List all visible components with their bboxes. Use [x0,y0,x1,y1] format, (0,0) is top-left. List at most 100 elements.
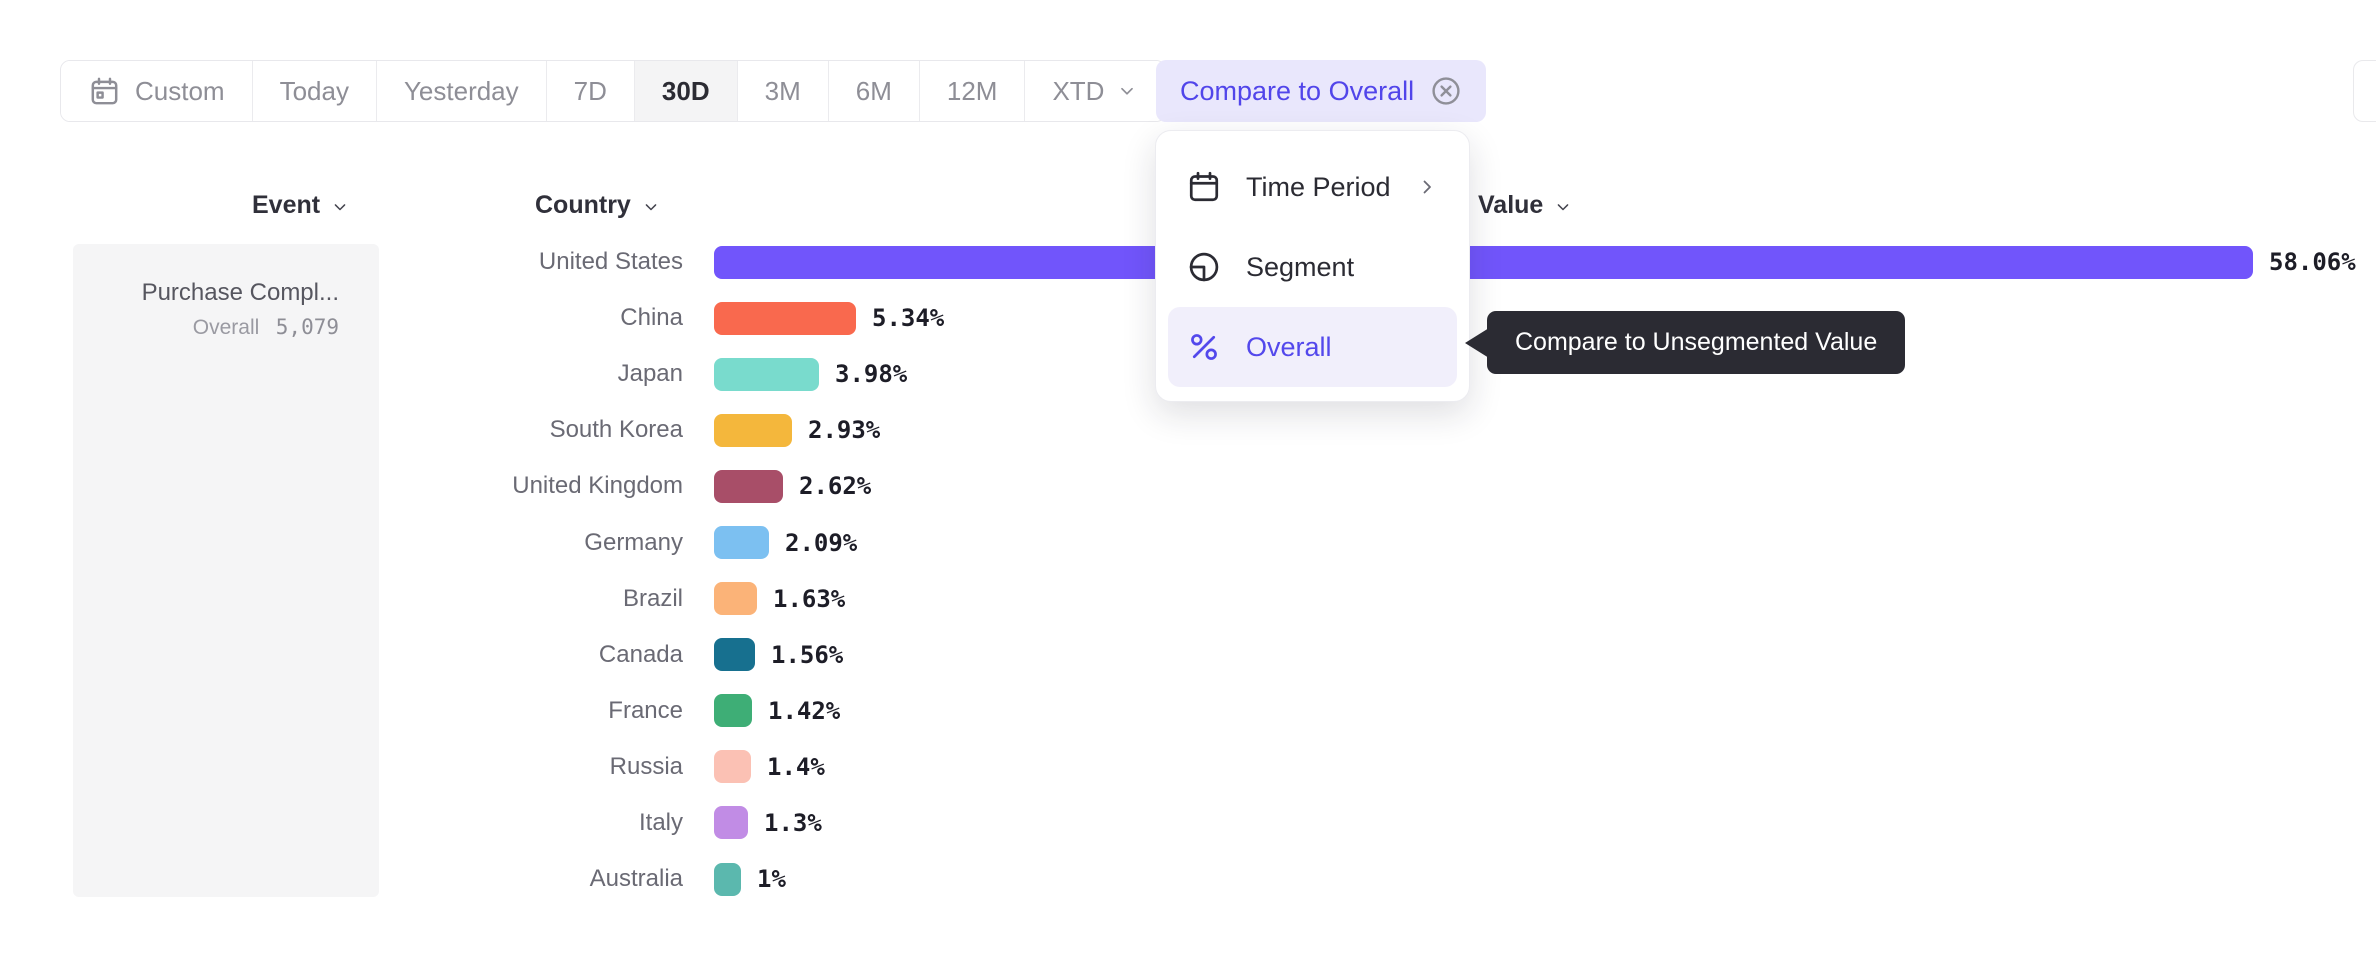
range-button-label: XTD [1052,75,1105,106]
chart-row-south-korea: South Korea 2.93% [400,402,2356,458]
bar-segment[interactable] [714,582,757,616]
range-button-today[interactable]: Today [252,61,377,121]
chart-row-germany: Germany 2.09% [400,514,2356,570]
bar-chart: United States 58.06% China 5.34% Japan 3.98% S… [400,234,2356,907]
range-button-label: 30D [661,75,710,106]
bar-value-label: 2.62% [799,472,872,501]
menu-item-label: Segment [1246,251,1355,282]
bar-segment[interactable] [714,806,748,840]
bar-segment[interactable] [714,469,783,503]
range-button-label: 7D [573,75,607,106]
chart-row-brazil: Brazil 1.63% [400,571,2356,627]
bar-segment[interactable] [714,750,751,784]
bar-category-label: Japan [617,360,683,388]
bar-segment[interactable] [714,694,752,728]
bar-segment[interactable] [714,245,2253,279]
bar-value-label: 1.4% [767,752,825,781]
menu-item-time-period[interactable]: Time Period [1168,147,1457,227]
country-header-label: Country [535,190,631,219]
menu-item-label: Overall [1246,331,1332,362]
bar-category-label: Italy [638,808,683,836]
chart-row-australia: Australia 1% [400,851,2356,907]
compare-to-overall-label: Compare to Overall [1180,75,1415,106]
bar-segment[interactable] [714,301,856,335]
bar-category-label: Canada [598,640,683,668]
range-button-label: Yesterday [403,75,519,106]
bar-category-label: Russia [609,752,683,780]
range-button-label: Custom [135,75,225,106]
calendar-icon [88,75,121,108]
bar-segment[interactable] [714,526,769,560]
bar-category-label: Australia [589,865,683,893]
value-header-label: Value [1478,190,1544,219]
bar-category-label: United Kingdom [512,472,683,500]
menu-item-segment[interactable]: Segment [1168,227,1457,307]
bar-segment[interactable] [714,413,792,447]
bar-value-label: 2.93% [808,416,881,445]
chart-row-france: France 1.42% [400,683,2356,739]
range-button-label: 6M [855,75,892,106]
segment-icon [1186,249,1222,285]
bar-category-label: France [608,696,683,724]
chevron-right-icon [1415,175,1439,199]
range-button-6m[interactable]: 6M [828,61,920,121]
date-range-toolbar: Custom Today Yesterday 7D 30D 3M 6M 12M XTD [60,60,1167,122]
bar-value-label: 1.63% [773,584,846,613]
range-button-12m[interactable]: 12M [919,61,1026,121]
chart-row-china: China 5.34% [400,290,2356,346]
chart-row-united-states: United States 58.06% [400,234,2356,290]
bar-segment[interactable] [714,638,755,672]
chart-row-canada: Canada 1.56% [400,627,2356,683]
compare-dropdown-menu: Time Period Segment Overall [1155,130,1470,402]
range-button-3m[interactable]: 3M [737,61,829,121]
bar-category-label: South Korea [549,416,683,444]
bar-category-label: Brazil [622,584,683,612]
chevron-down-icon [641,197,661,217]
chart-row-united-kingdom: United Kingdom 2.62% [400,458,2356,514]
chart-row-russia: Russia 1.4% [400,739,2356,795]
tooltip: Compare to Unsegmented Value [1487,311,1906,374]
menu-item-label: Time Period [1246,171,1391,202]
event-name: Purchase Compl... [141,279,339,306]
range-button-xtd[interactable]: XTD [1025,61,1166,121]
bar-value-label: 1.3% [764,808,822,837]
range-button-7d[interactable]: 7D [546,61,635,121]
bar-value-label: 58.06% [2269,248,2356,277]
bar-category-label: China [620,304,683,332]
close-circle-icon[interactable] [1430,75,1462,107]
column-header-event[interactable]: Event [252,190,350,220]
bar-category-label: United States [538,248,683,276]
bar-value-label: 3.98% [835,360,908,389]
bar-value-label: 5.34% [872,304,945,333]
percent-icon [1186,329,1222,365]
bar-segment[interactable] [714,862,741,896]
chart-row-japan: Japan 3.98% [400,346,2356,402]
bar-value-label: 1.42% [768,696,841,725]
chevron-down-icon [1116,80,1138,102]
range-button-yesterday[interactable]: Yesterday [376,61,547,121]
event-overall-row: Overall 5,079 [93,314,339,343]
range-button-label: 12M [946,75,998,106]
range-button-label: 3M [764,75,801,106]
clipped-button-fragment[interactable] [2353,60,2376,122]
range-button-label: Today [279,75,349,106]
bar-value-label: 1.56% [771,640,844,669]
range-button-custom[interactable]: Custom [61,61,253,121]
calendar-plain-icon [1186,169,1222,205]
chevron-down-icon [330,197,350,217]
bar-segment[interactable] [714,357,819,391]
bar-value-label: 2.09% [785,528,858,557]
column-header-country[interactable]: Country [535,190,661,220]
event-header-label: Event [252,190,321,219]
column-header-value[interactable]: Value [1478,190,1573,220]
menu-item-overall[interactable]: Overall [1168,307,1457,387]
chart-row-italy: Italy 1.3% [400,795,2356,851]
range-button-30d[interactable]: 30D [634,61,738,121]
chevron-down-icon [1553,197,1573,217]
event-card[interactable]: Purchase Compl... Overall 5,079 [73,244,379,897]
overall-value: 5,079 [275,315,339,339]
compare-to-overall-button[interactable]: Compare to Overall [1156,60,1487,122]
bar-value-label: 1% [757,865,786,894]
overall-label: Overall [192,316,260,339]
tooltip-text: Compare to Unsegmented Value [1515,328,1878,356]
